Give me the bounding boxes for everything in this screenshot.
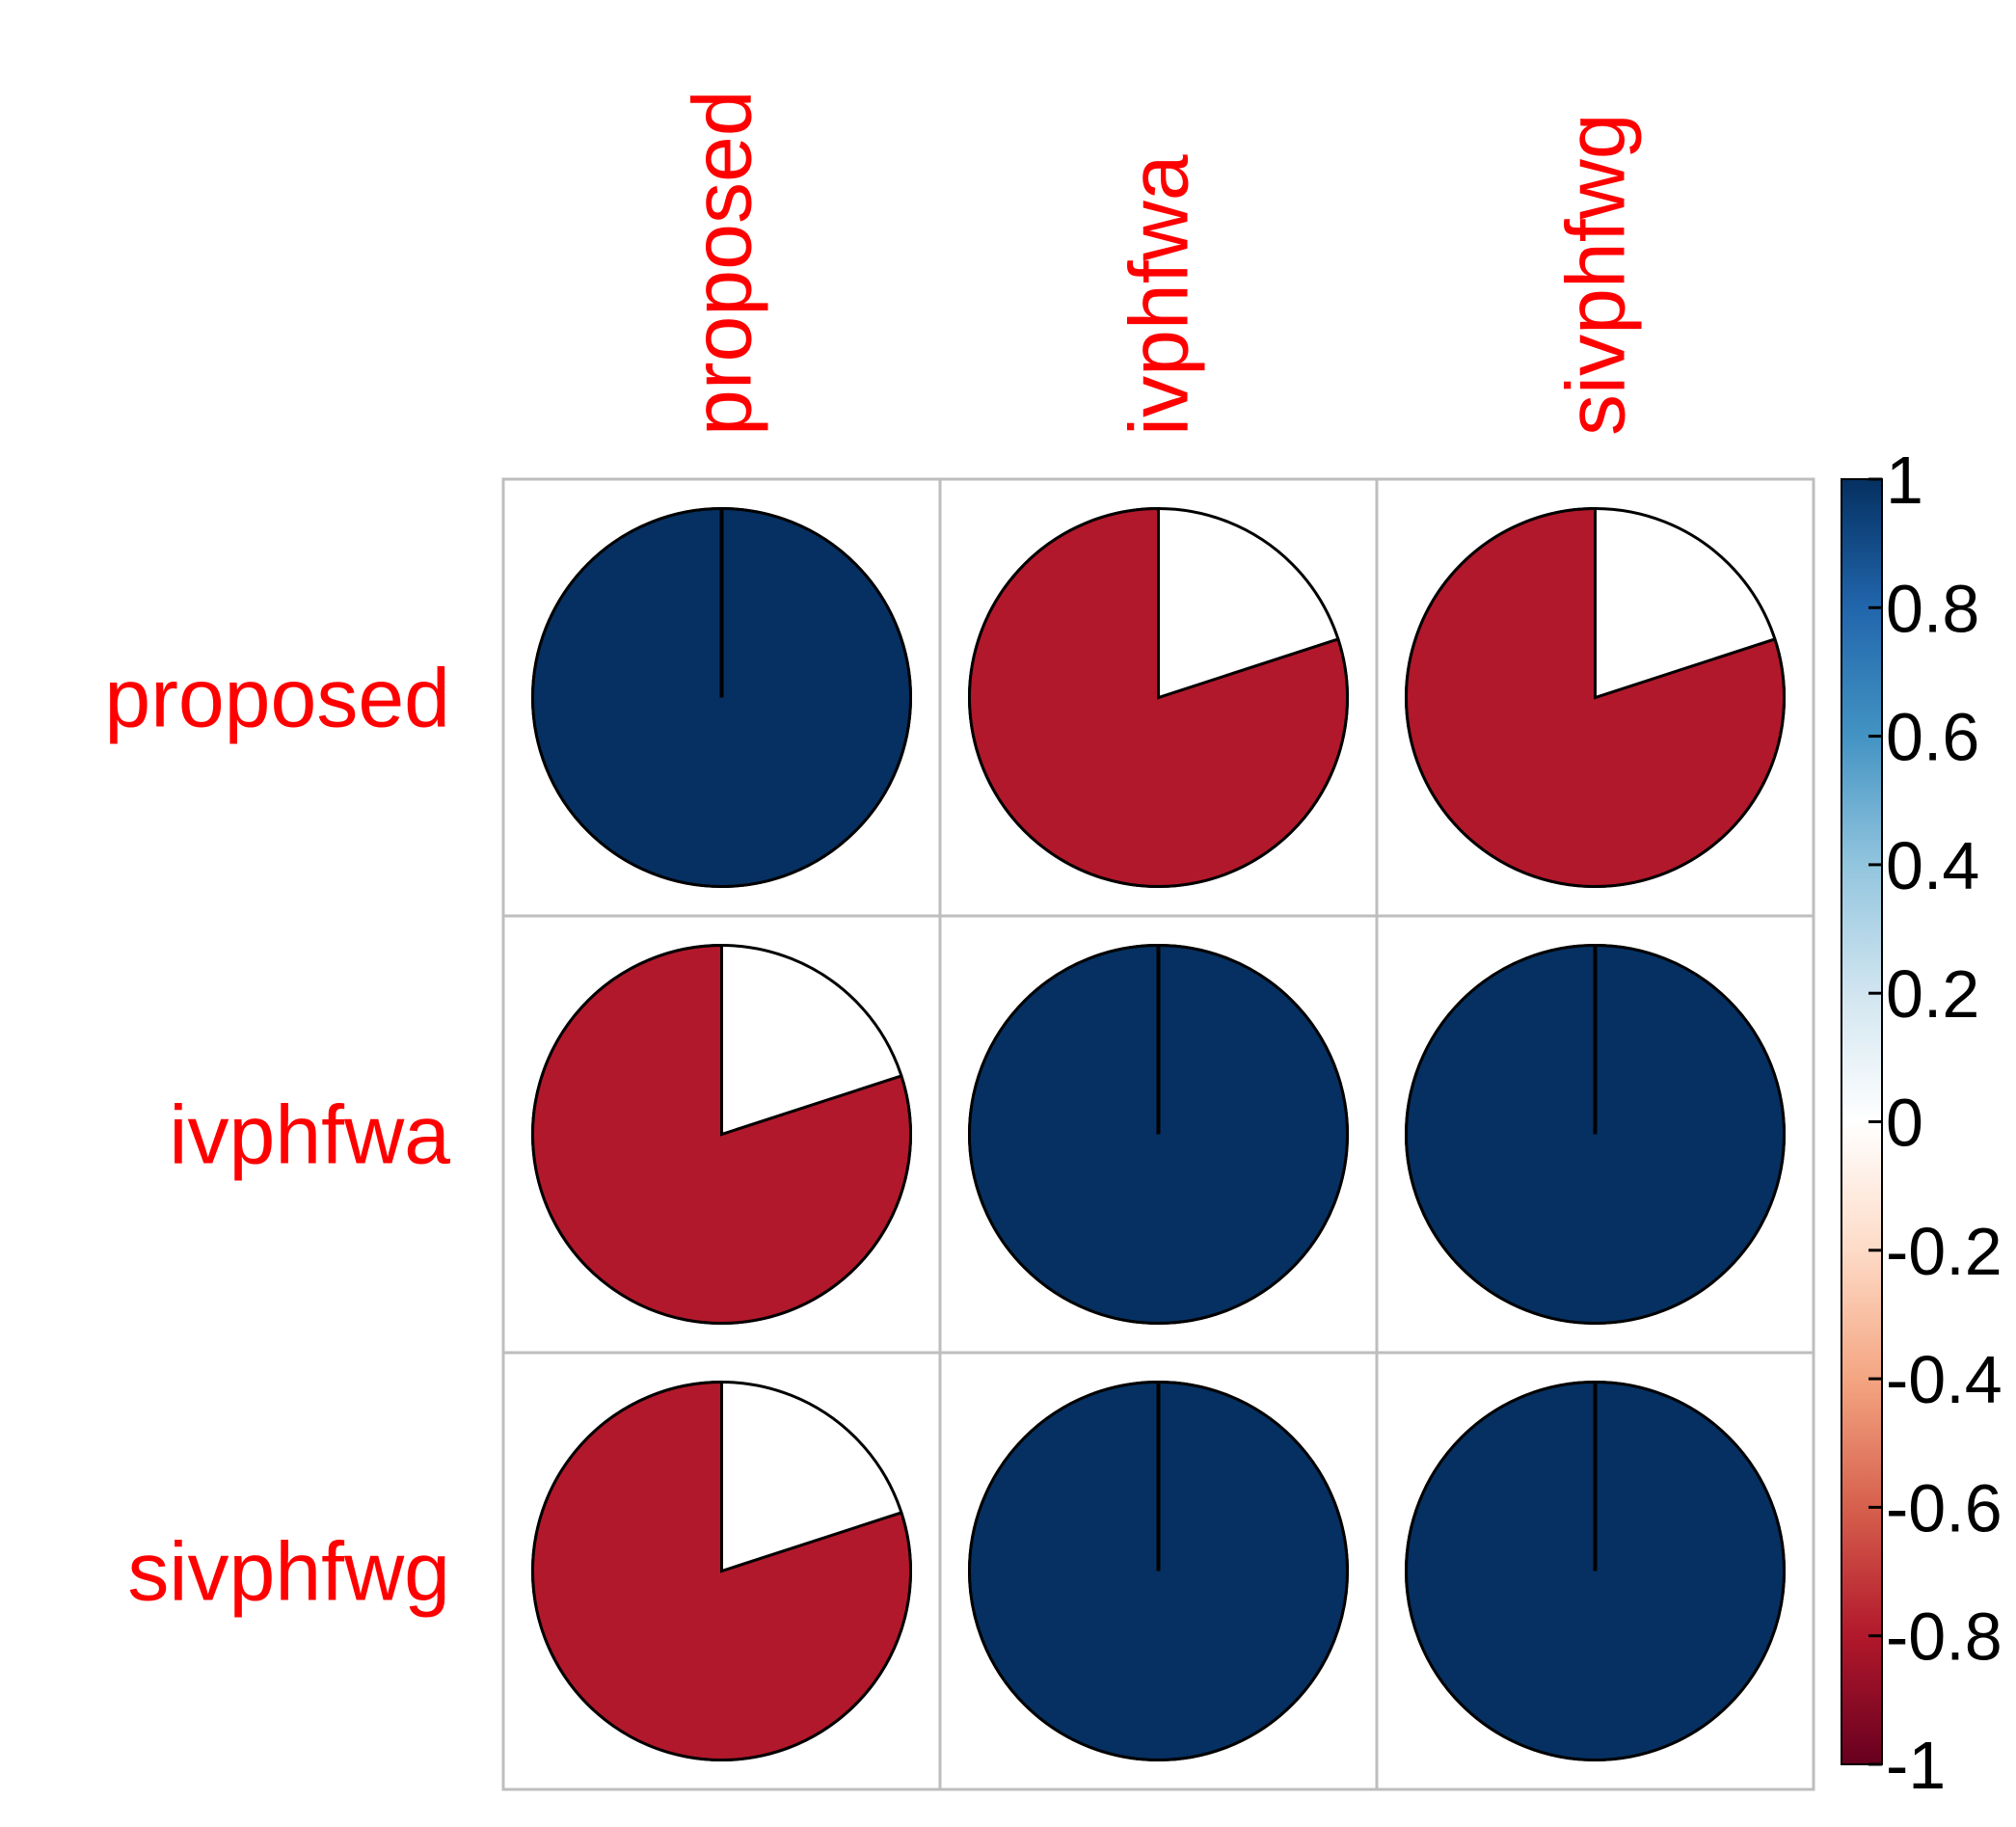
grid-cell [1375, 1351, 1815, 1791]
colorbar-tick-label: -0.2 [1886, 1214, 2003, 1289]
colorbar-tick-label: -1 [1886, 1728, 1946, 1803]
colorbar-tick-label: 0.4 [1886, 828, 1979, 903]
colorbar-tick-label: -0.6 [1886, 1470, 2003, 1545]
colorbar-tick-label: -0.8 [1886, 1599, 2003, 1675]
pie-slice [968, 506, 1349, 888]
colorbar-tick-label: 0.8 [1886, 571, 1979, 646]
row-labels: proposed ivphfwa sivphfwg [104, 653, 450, 1619]
pie-cell [531, 507, 912, 888]
pie-cell [968, 1381, 1349, 1761]
pie-slice [531, 943, 912, 1325]
column-label: proposed [677, 90, 769, 436]
row-label: sivphfwg [127, 1526, 450, 1619]
pie-cell [531, 943, 912, 1325]
colorbar-tick-label: 1 [1886, 443, 1923, 518]
pie-cell [1405, 506, 1786, 888]
column-labels: proposed ivphfwa sivphfwg [677, 90, 1643, 436]
pie-cells [531, 506, 1786, 1761]
colorbar-ticks: 1 0.8 0.6 0.4 0.2 0 -0.2 -0.4 -0.6 -0.8 -1 [1868, 443, 2003, 1803]
pie-cell [1405, 944, 1786, 1325]
row-label: ivphfwa [169, 1089, 450, 1182]
pie-cell [531, 1380, 912, 1761]
pie-slice [531, 1380, 912, 1761]
pie-cell [968, 506, 1349, 888]
matrix-grid [501, 477, 1815, 1791]
colorbar-tick-label: -0.4 [1886, 1342, 2003, 1417]
colorbar-tick-label: 0 [1886, 1086, 1923, 1161]
colorbar-tick-label: 0.6 [1886, 700, 1979, 775]
column-label: ivphfwa [1114, 154, 1206, 436]
pie-cell [968, 944, 1349, 1325]
row-label: proposed [104, 653, 450, 745]
column-label: sivphfwg [1550, 113, 1643, 436]
pie-cell [1405, 1381, 1786, 1761]
pie-slice [1405, 506, 1786, 888]
colorbar-tick-label: 0.2 [1886, 956, 1979, 1032]
